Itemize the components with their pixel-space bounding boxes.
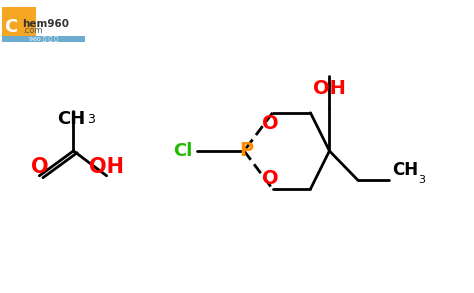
Text: CH: CH	[392, 161, 419, 179]
FancyBboxPatch shape	[2, 36, 85, 42]
FancyBboxPatch shape	[2, 7, 36, 37]
Text: 3: 3	[87, 113, 94, 126]
Text: P: P	[239, 142, 254, 160]
Text: OH: OH	[89, 157, 124, 177]
Text: 960 化 工 网: 960 化 工 网	[29, 36, 58, 42]
Text: CH: CH	[57, 110, 85, 128]
Text: O: O	[262, 168, 279, 188]
Text: O: O	[30, 157, 48, 177]
Text: C: C	[4, 18, 17, 36]
Text: O: O	[262, 114, 279, 133]
Text: 3: 3	[418, 175, 425, 185]
Text: .com: .com	[22, 26, 43, 35]
Text: hem960: hem960	[22, 19, 69, 29]
Text: Cl: Cl	[173, 142, 193, 160]
Text: OH: OH	[313, 79, 346, 98]
